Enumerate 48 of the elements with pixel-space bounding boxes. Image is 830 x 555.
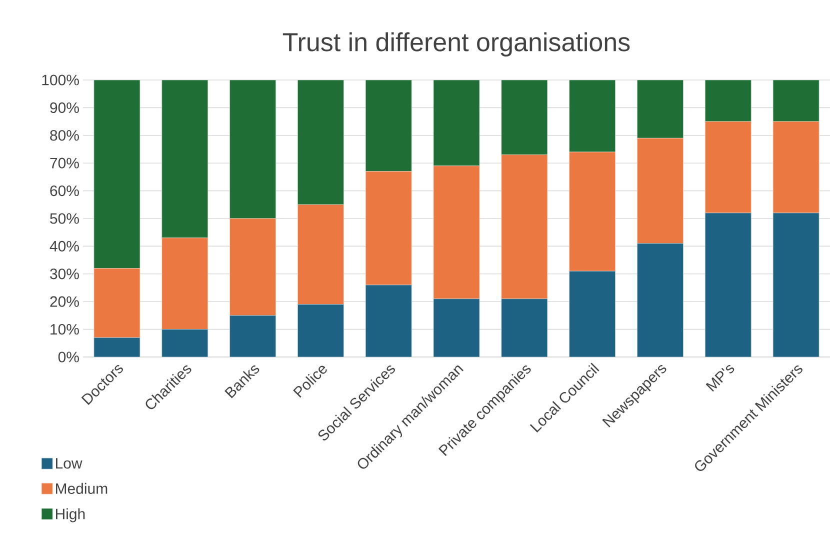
bar (637, 243, 684, 357)
bar (772, 212, 820, 357)
y-tick-label: 20% (50, 296, 79, 307)
bar (501, 80, 548, 155)
bar (297, 80, 344, 205)
bar (637, 138, 684, 244)
bar (297, 204, 344, 305)
bar (704, 80, 752, 122)
bar (162, 329, 208, 357)
bar (297, 304, 344, 357)
bar (569, 80, 616, 152)
y-tick-label: 70% (50, 158, 79, 168)
y-tick-label: 10% (50, 324, 79, 335)
bar (569, 152, 616, 272)
bar (433, 80, 480, 166)
bar (162, 238, 208, 330)
bar (704, 121, 752, 214)
bar (569, 270, 616, 357)
bar (433, 298, 480, 357)
y-tick-label: 50% (50, 213, 79, 224)
y-tick-label: 30% (50, 268, 79, 280)
bar (230, 80, 276, 219)
bar (637, 80, 684, 138)
bar (365, 80, 412, 172)
bar (94, 80, 140, 269)
bar (433, 166, 480, 300)
bar (501, 154, 548, 300)
y-tick-label: 90% (50, 102, 79, 113)
y-tick-label: 40% (50, 240, 79, 252)
bar (501, 298, 548, 357)
legend-label: Medium (56, 482, 108, 494)
y-tick-label: 0% (58, 352, 79, 362)
bar (230, 315, 276, 357)
y-tick-label: 100% (42, 74, 79, 86)
bar (704, 212, 752, 357)
bar (772, 80, 820, 122)
bar (772, 121, 820, 214)
y-tick-label: 60% (50, 185, 79, 196)
y-tick-label: 80% (50, 130, 79, 141)
bar (94, 337, 140, 357)
chart-title: Trust in different organisations (282, 32, 630, 56)
bar (162, 80, 208, 238)
bar (94, 268, 140, 338)
legend-label: High (56, 508, 85, 522)
bar (365, 171, 412, 286)
bar (230, 218, 276, 316)
bar (365, 284, 412, 357)
legend-label: Low (56, 458, 82, 469)
